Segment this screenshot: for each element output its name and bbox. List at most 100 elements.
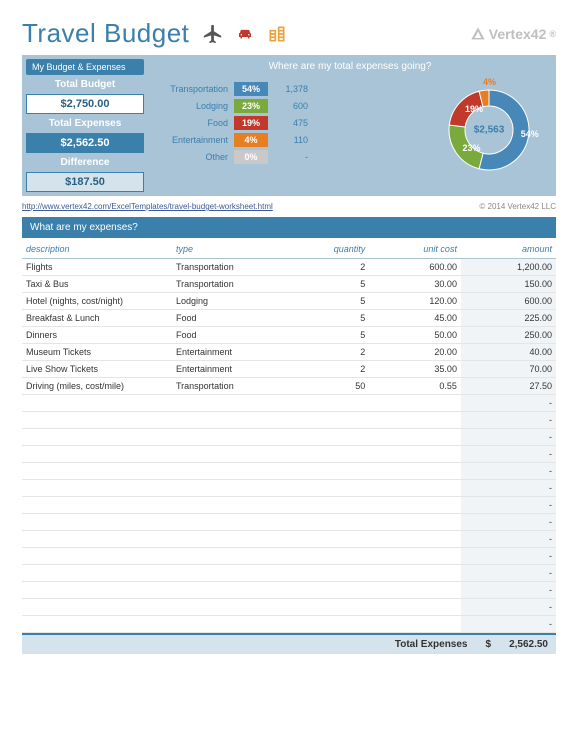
- cell[interactable]: [22, 548, 172, 565]
- cell[interactable]: Live Show Tickets: [22, 361, 172, 378]
- cell[interactable]: [369, 616, 461, 633]
- cell[interactable]: Driving (miles, cost/mile): [22, 378, 172, 395]
- cell[interactable]: 45.00: [369, 310, 461, 327]
- cell[interactable]: 5: [282, 276, 369, 293]
- cell[interactable]: [172, 582, 282, 599]
- cell[interactable]: [22, 514, 172, 531]
- cell[interactable]: [172, 548, 282, 565]
- table-row-empty[interactable]: -: [22, 412, 556, 429]
- cell[interactable]: [369, 599, 461, 616]
- cell[interactable]: 5: [282, 327, 369, 344]
- template-link[interactable]: http://www.vertex42.com/ExcelTemplates/t…: [22, 202, 273, 211]
- cell[interactable]: -: [461, 582, 556, 599]
- cell[interactable]: [369, 497, 461, 514]
- cell[interactable]: [282, 582, 369, 599]
- cell[interactable]: 50: [282, 378, 369, 395]
- table-row-empty[interactable]: -: [22, 446, 556, 463]
- cell[interactable]: [282, 531, 369, 548]
- cell[interactable]: -: [461, 446, 556, 463]
- cell[interactable]: -: [461, 616, 556, 633]
- table-row[interactable]: Breakfast & LunchFood545.00225.00: [22, 310, 556, 327]
- table-row[interactable]: Live Show TicketsEntertainment235.0070.0…: [22, 361, 556, 378]
- cell[interactable]: [282, 599, 369, 616]
- cell[interactable]: -: [461, 497, 556, 514]
- cell[interactable]: [369, 446, 461, 463]
- table-row-empty[interactable]: -: [22, 616, 556, 633]
- table-row-empty[interactable]: -: [22, 480, 556, 497]
- cell[interactable]: [369, 412, 461, 429]
- cell[interactable]: Museum Tickets: [22, 344, 172, 361]
- cell[interactable]: Entertainment: [172, 344, 282, 361]
- cell[interactable]: -: [461, 412, 556, 429]
- cell[interactable]: 1,200.00: [461, 259, 556, 276]
- table-row-empty[interactable]: -: [22, 395, 556, 412]
- cell[interactable]: Food: [172, 310, 282, 327]
- cell[interactable]: [282, 429, 369, 446]
- table-row[interactable]: Taxi & BusTransportation530.00150.00: [22, 276, 556, 293]
- table-row-empty[interactable]: -: [22, 565, 556, 582]
- cell[interactable]: 600.00: [369, 259, 461, 276]
- cell[interactable]: [282, 446, 369, 463]
- cell[interactable]: 5: [282, 310, 369, 327]
- cell[interactable]: Lodging: [172, 293, 282, 310]
- cell[interactable]: [369, 429, 461, 446]
- table-row[interactable]: FlightsTransportation2600.001,200.00: [22, 259, 556, 276]
- cell[interactable]: 30.00: [369, 276, 461, 293]
- cell[interactable]: [22, 497, 172, 514]
- cell[interactable]: [172, 531, 282, 548]
- table-row-empty[interactable]: -: [22, 548, 556, 565]
- cell[interactable]: [22, 429, 172, 446]
- cell[interactable]: -: [461, 429, 556, 446]
- cell[interactable]: [282, 412, 369, 429]
- cell[interactable]: [172, 599, 282, 616]
- cell[interactable]: 2: [282, 259, 369, 276]
- cell[interactable]: 2: [282, 344, 369, 361]
- cell[interactable]: [282, 514, 369, 531]
- cell[interactable]: [369, 531, 461, 548]
- cell[interactable]: [369, 565, 461, 582]
- cell[interactable]: [282, 548, 369, 565]
- cell[interactable]: Hotel (nights, cost/night): [22, 293, 172, 310]
- cell[interactable]: 120.00: [369, 293, 461, 310]
- cell[interactable]: 50.00: [369, 327, 461, 344]
- cell[interactable]: 70.00: [461, 361, 556, 378]
- cell[interactable]: Taxi & Bus: [22, 276, 172, 293]
- cell[interactable]: Entertainment: [172, 361, 282, 378]
- cell[interactable]: [172, 412, 282, 429]
- cell[interactable]: [369, 582, 461, 599]
- cell[interactable]: [282, 480, 369, 497]
- cell[interactable]: 225.00: [461, 310, 556, 327]
- table-row-empty[interactable]: -: [22, 514, 556, 531]
- cell[interactable]: 2: [282, 361, 369, 378]
- cell[interactable]: [172, 565, 282, 582]
- cell[interactable]: [22, 599, 172, 616]
- cell[interactable]: Flights: [22, 259, 172, 276]
- cell[interactable]: [22, 463, 172, 480]
- cell[interactable]: [172, 429, 282, 446]
- cell[interactable]: Transportation: [172, 259, 282, 276]
- cell[interactable]: [172, 463, 282, 480]
- cell[interactable]: Dinners: [22, 327, 172, 344]
- cell[interactable]: [172, 514, 282, 531]
- table-row-empty[interactable]: -: [22, 463, 556, 480]
- table-row[interactable]: Museum TicketsEntertainment220.0040.00: [22, 344, 556, 361]
- cell[interactable]: [22, 446, 172, 463]
- table-row[interactable]: DinnersFood550.00250.00: [22, 327, 556, 344]
- cell[interactable]: -: [461, 548, 556, 565]
- cell[interactable]: 0.55: [369, 378, 461, 395]
- cell[interactable]: -: [461, 599, 556, 616]
- cell[interactable]: [369, 395, 461, 412]
- cell[interactable]: [22, 395, 172, 412]
- cell[interactable]: 27.50: [461, 378, 556, 395]
- table-row-empty[interactable]: -: [22, 599, 556, 616]
- cell[interactable]: -: [461, 531, 556, 548]
- table-row[interactable]: Driving (miles, cost/mile)Transportation…: [22, 378, 556, 395]
- cell[interactable]: [172, 480, 282, 497]
- cell[interactable]: [172, 395, 282, 412]
- cell[interactable]: -: [461, 463, 556, 480]
- cell[interactable]: [282, 395, 369, 412]
- cell[interactable]: 20.00: [369, 344, 461, 361]
- cell[interactable]: -: [461, 395, 556, 412]
- cell[interactable]: 5: [282, 293, 369, 310]
- cell[interactable]: [369, 480, 461, 497]
